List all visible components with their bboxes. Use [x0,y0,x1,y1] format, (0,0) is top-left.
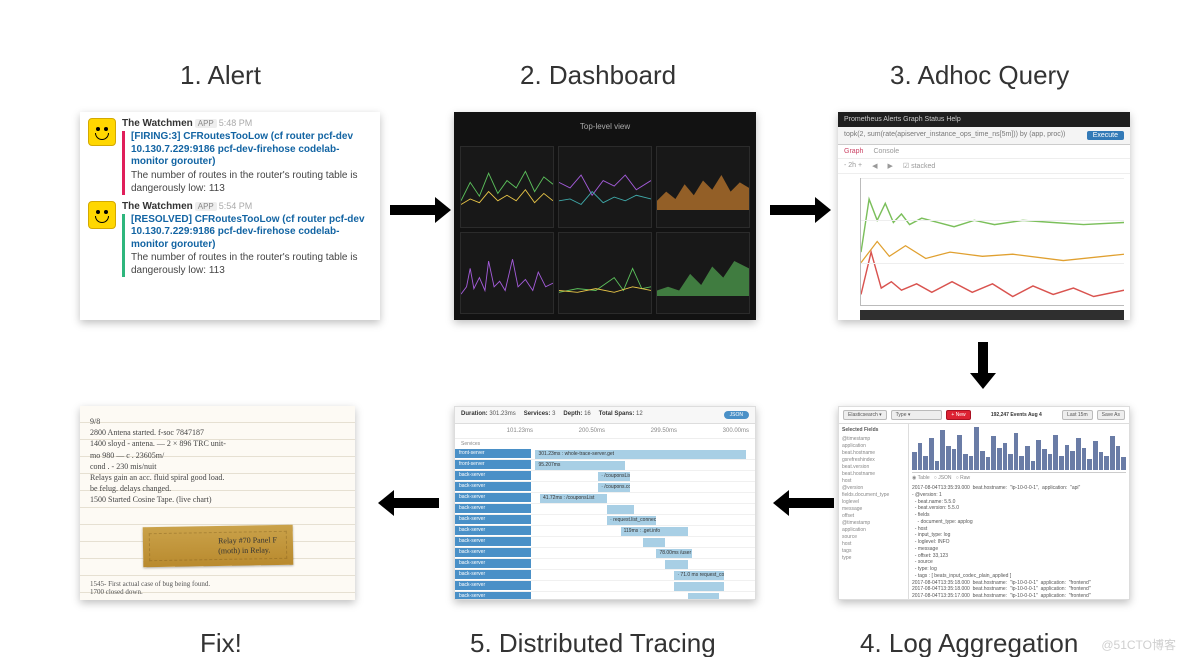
btn-new[interactable]: + New [946,410,970,420]
trace-row: back-server · request.list_connection [455,515,755,526]
arrow-4-5 [788,498,834,508]
field-item[interactable]: beat.version [842,464,905,471]
field-item[interactable]: host [842,478,905,485]
field-item[interactable]: type [842,555,905,562]
fix-panel: 9/82800 Antena started. f-soc 7847187140… [80,406,355,600]
field-item[interactable]: beat.hostname [842,471,905,478]
logs-title: 192,247 Events Aug 4 [975,412,1058,418]
field-item[interactable]: @timestamp [842,520,905,527]
btn-saveas[interactable]: Save As [1097,410,1125,420]
step-2-label: 2. Dashboard [520,60,676,91]
trace-row: back-server 119ms : .get.info [455,526,755,537]
btn-last1[interactable]: Last 15m [1062,410,1093,420]
field-item[interactable]: application [842,443,905,450]
trace-row: back-server [455,504,755,515]
tab-console[interactable]: Console [873,148,899,155]
arrow-1-2 [390,205,436,215]
logs-panel: Elasticsearch ▾ Type ▾ + New 192,247 Eve… [838,406,1130,600]
field-item[interactable]: beat.hostname [842,450,905,457]
step-1-label: 1. Alert [180,60,261,91]
trace-row: front-server 95.207ms [455,460,755,471]
tab-graph[interactable]: Graph [844,148,863,155]
trace-row: back-server · 71.0 ms request_conduit [455,570,755,581]
field-item[interactable]: loglevel [842,499,905,506]
alert-panel: The WatchmenAPP5:48 PM [FIRING:3] CFRout… [80,112,380,320]
field-item[interactable]: host [842,541,905,548]
alert-message: The WatchmenAPP5:54 PM [RESOLVED] CFRout… [88,201,372,278]
trace-row: back-server 78.00ms /user [455,548,755,559]
json-badge[interactable]: JSON [724,411,749,419]
watermark: @51CTO博客 [1101,636,1176,653]
query-panel: Prometheus Alerts Graph Status Help topk… [838,112,1130,320]
dashboard-title: Top-level view [460,118,750,142]
avatar-icon [88,201,116,229]
field-item[interactable]: @timestamp [842,436,905,443]
field-item[interactable]: gsrefreshindex [842,457,905,464]
field-item[interactable]: tags [842,548,905,555]
field-item[interactable]: source [842,534,905,541]
trace-row: front-server 301.23ms : whole-trace-serv… [455,449,755,460]
btn-events[interactable]: Elasticsearch ▾ [843,410,887,420]
alert-message: The WatchmenAPP5:48 PM [FIRING:3] CFRout… [88,118,372,195]
step-3-label: 3. Adhoc Query [890,60,1069,91]
trace-row: back-server [455,592,755,600]
query-header: Prometheus Alerts Graph Status Help [838,112,1130,127]
step-6-label: Fix! [200,628,242,657]
field-item[interactable]: fields.document_type [842,492,905,499]
arrow-3-4 [978,342,988,374]
step-4-label: 4. Log Aggregation [860,628,1078,657]
trace-row: back-server · /coupons.connect [455,482,755,493]
arrow-2-3 [770,205,816,215]
trace-row: back-server · /couponsList.connect [455,471,755,482]
bug-tape: Relay #70 Panel F(moth) in Relay. [142,525,293,568]
execute-button[interactable]: Execute [1087,131,1124,140]
field-item[interactable]: @version [842,485,905,492]
trace-row: back-server [455,559,755,570]
field-item[interactable]: offset [842,513,905,520]
trace-row: back-server [455,537,755,548]
query-expression: topk(2, sum(rate(apiserver_instance_ops_… [844,131,1065,140]
step-5-label: 5. Distributed Tracing [470,628,716,657]
field-item[interactable]: message [842,506,905,513]
trace-row: back-server 41.72ms : /couponsList [455,493,755,504]
trace-panel: Duration: 301.23ms Services: 3 Depth: 16… [454,406,756,600]
field-filter[interactable]: Type ▾ [891,410,943,420]
arrow-5-6 [393,498,439,508]
dashboard-panel: Top-level view [454,112,756,320]
field-item[interactable]: application [842,527,905,534]
avatar-icon [88,118,116,146]
trace-row: back-server [455,581,755,592]
